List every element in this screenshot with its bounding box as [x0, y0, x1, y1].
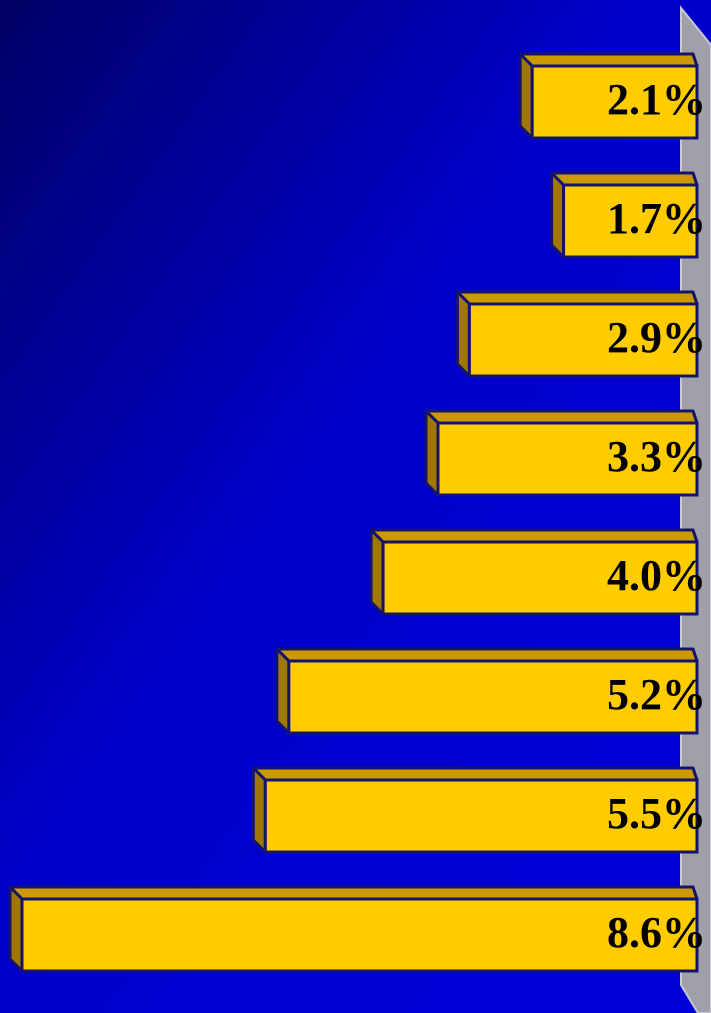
bars: 2.1% 1.7% 2.9% 3.3% 4.0% 5.2% 5.5% 8.6%: [8, 52, 706, 973]
bar-top: [424, 409, 699, 425]
bar: [287, 659, 699, 735]
side-wall: [680, 5, 711, 1013]
bar: [20, 897, 699, 973]
value-label: 5.2%: [607, 670, 706, 719]
value-label: 2.9%: [607, 313, 706, 362]
bar-side: [275, 647, 291, 735]
bar-top: [8, 885, 699, 901]
bar: [436, 421, 699, 497]
bar: [263, 778, 699, 854]
bar-side: [369, 528, 385, 616]
bar-top: [455, 290, 699, 306]
bar-top: [275, 647, 699, 663]
value-label: 3.3%: [607, 432, 706, 481]
bar-top: [251, 766, 699, 782]
value-label: 8.6%: [607, 908, 706, 957]
bar-top: [518, 52, 699, 68]
bar-side: [455, 290, 471, 378]
bar: [530, 64, 699, 140]
bar-side: [424, 409, 440, 497]
bar-side: [251, 766, 267, 854]
bar: [381, 540, 699, 616]
value-label: 1.7%: [607, 194, 706, 243]
value-label: 4.0%: [607, 551, 706, 600]
bar-top: [369, 528, 699, 544]
value-label: 2.1%: [607, 75, 706, 124]
bar: [467, 302, 699, 378]
bar-side: [518, 52, 534, 140]
value-label: 5.5%: [607, 789, 706, 838]
bar-side: [8, 885, 24, 973]
bar: [562, 183, 699, 259]
bar-top: [550, 171, 699, 187]
bar-side: [550, 171, 566, 259]
